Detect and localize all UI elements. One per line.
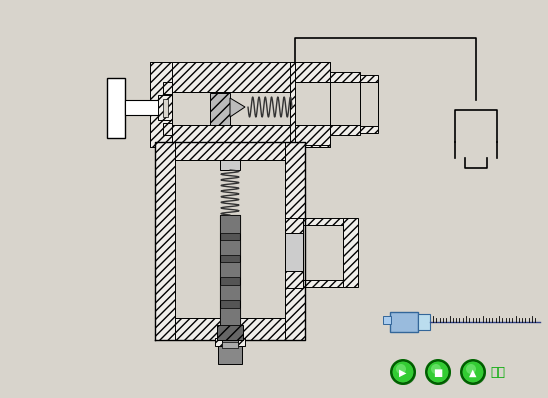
Bar — [222, 342, 238, 348]
Bar — [303, 225, 343, 280]
Bar — [163, 82, 172, 94]
Bar — [303, 218, 343, 226]
Circle shape — [462, 361, 486, 385]
Bar — [218, 346, 242, 364]
Bar — [107, 78, 125, 138]
Circle shape — [466, 364, 476, 374]
Bar — [360, 82, 378, 126]
Bar — [155, 142, 305, 160]
Bar — [222, 340, 238, 362]
Bar — [303, 278, 343, 287]
Circle shape — [431, 364, 441, 374]
Bar — [220, 240, 240, 255]
Circle shape — [396, 364, 406, 374]
Bar — [418, 314, 430, 330]
Bar — [150, 62, 172, 147]
Bar — [220, 215, 240, 325]
Bar — [343, 218, 358, 287]
Circle shape — [392, 361, 416, 385]
Bar — [125, 100, 163, 115]
Bar — [163, 99, 168, 117]
Bar — [295, 125, 330, 145]
Bar — [175, 160, 285, 318]
Circle shape — [425, 359, 451, 385]
Circle shape — [462, 361, 484, 383]
Bar — [390, 312, 418, 332]
Bar — [150, 62, 330, 92]
Bar — [155, 318, 305, 340]
Bar — [220, 285, 240, 300]
Text: ▶: ▶ — [399, 368, 407, 378]
Text: 返回: 返回 — [490, 367, 505, 380]
Bar — [163, 123, 172, 135]
Bar — [220, 160, 240, 170]
Bar — [285, 218, 303, 288]
Bar — [215, 338, 245, 346]
Bar — [290, 62, 330, 147]
Bar — [285, 233, 303, 271]
Bar — [330, 125, 360, 135]
Polygon shape — [230, 98, 245, 117]
Bar — [158, 95, 172, 120]
Bar — [383, 316, 391, 324]
Circle shape — [390, 359, 416, 385]
Bar — [295, 62, 330, 82]
Bar — [155, 142, 175, 340]
Bar — [360, 75, 378, 133]
Bar — [150, 125, 330, 147]
Circle shape — [392, 361, 414, 383]
Bar — [330, 82, 360, 125]
Bar — [285, 142, 305, 340]
Bar — [220, 308, 240, 325]
Bar — [172, 92, 290, 125]
Bar — [217, 325, 243, 340]
Bar — [220, 262, 240, 277]
Text: ▲: ▲ — [469, 368, 477, 378]
Bar — [210, 93, 230, 125]
Bar — [295, 82, 330, 125]
Circle shape — [427, 361, 449, 383]
Text: ■: ■ — [433, 368, 443, 378]
Bar — [220, 215, 240, 233]
Circle shape — [460, 359, 486, 385]
Circle shape — [427, 361, 451, 385]
Bar — [330, 72, 360, 82]
